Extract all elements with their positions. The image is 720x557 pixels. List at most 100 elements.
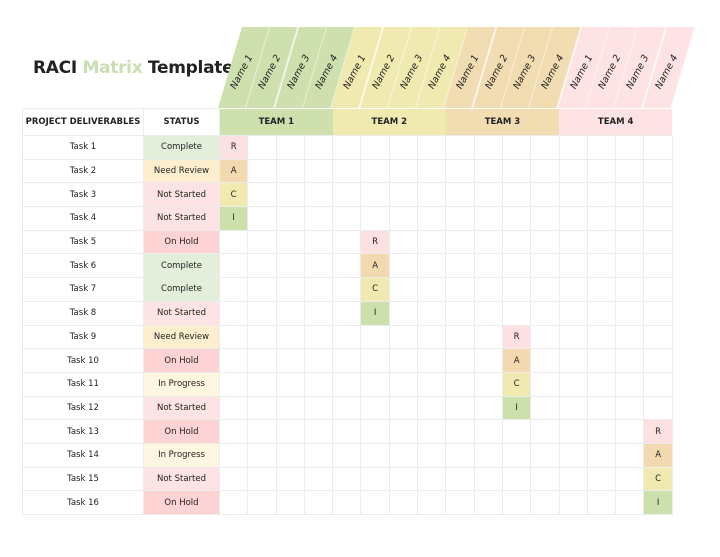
task-cell[interactable]: Task 2 [22,158,144,184]
task-cell[interactable]: Task 7 [22,277,144,302]
task-cell[interactable]: Task 6 [22,253,144,279]
task-cell[interactable]: Task 11 [22,371,144,397]
raci-cell[interactable] [643,135,673,160]
raci-cell[interactable] [360,348,390,373]
raci-cell[interactable] [643,182,673,208]
raci-cell[interactable] [275,419,305,444]
raci-cell[interactable]: I [501,395,532,421]
raci-cell[interactable] [558,277,588,302]
raci-cell[interactable] [473,348,503,373]
raci-cell[interactable] [275,182,305,208]
status-cell[interactable]: On Hold [143,490,220,515]
raci-cell[interactable] [530,135,560,160]
raci-cell[interactable] [388,442,419,468]
raci-cell[interactable] [445,253,475,279]
raci-cell[interactable] [530,395,560,421]
raci-cell[interactable] [558,395,588,421]
raci-cell[interactable] [360,324,390,350]
raci-cell[interactable] [303,371,334,397]
status-cell[interactable]: Complete [143,253,220,279]
raci-cell[interactable] [501,419,532,444]
raci-cell[interactable] [530,324,560,350]
raci-cell[interactable] [445,182,475,208]
raci-cell[interactable] [303,395,334,421]
raci-cell[interactable] [303,158,334,184]
raci-cell[interactable] [501,300,532,326]
status-cell[interactable]: In Progress [143,371,220,397]
raci-cell[interactable] [501,229,532,255]
raci-cell[interactable] [417,277,447,302]
raci-cell[interactable] [530,490,560,515]
status-cell[interactable]: On Hold [143,419,220,444]
raci-cell[interactable] [332,206,362,231]
raci-cell[interactable] [247,300,277,326]
status-cell[interactable]: Not Started [143,466,220,492]
raci-cell[interactable] [615,182,645,208]
raci-cell[interactable] [643,395,673,421]
raci-cell[interactable] [360,490,390,515]
raci-cell[interactable] [417,206,447,231]
raci-cell[interactable] [360,466,390,492]
raci-cell[interactable] [332,371,362,397]
raci-cell[interactable] [445,442,475,468]
raci-cell[interactable] [303,419,334,444]
raci-cell[interactable] [558,490,588,515]
raci-cell[interactable]: C [360,277,390,302]
raci-cell[interactable] [558,300,588,326]
raci-cell[interactable] [417,300,447,326]
raci-cell[interactable] [218,324,249,350]
raci-cell[interactable] [417,253,447,279]
raci-cell[interactable] [332,135,362,160]
raci-cell[interactable] [247,158,277,184]
raci-cell[interactable] [530,277,560,302]
raci-cell[interactable] [360,371,390,397]
raci-cell[interactable] [303,135,334,160]
raci-cell[interactable] [558,348,588,373]
raci-cell[interactable] [473,277,503,302]
raci-cell[interactable] [388,371,419,397]
raci-cell[interactable] [558,371,588,397]
task-cell[interactable]: Task 1 [22,135,144,160]
raci-cell[interactable] [275,135,305,160]
raci-cell[interactable] [445,206,475,231]
raci-cell[interactable] [445,348,475,373]
raci-cell[interactable]: R [501,324,532,350]
raci-cell[interactable] [275,490,305,515]
raci-cell[interactable] [586,277,617,302]
raci-cell[interactable] [388,158,419,184]
raci-cell[interactable] [643,277,673,302]
raci-cell[interactable] [586,419,617,444]
raci-cell[interactable] [275,253,305,279]
raci-cell[interactable] [388,206,419,231]
raci-cell[interactable] [218,371,249,397]
raci-cell[interactable] [303,300,334,326]
raci-cell[interactable] [417,419,447,444]
raci-cell[interactable] [445,371,475,397]
raci-cell[interactable] [615,253,645,279]
raci-cell[interactable] [586,300,617,326]
task-cell[interactable]: Task 13 [22,419,144,444]
raci-cell[interactable] [586,371,617,397]
raci-cell[interactable] [247,206,277,231]
raci-cell[interactable] [501,253,532,279]
raci-cell[interactable] [615,371,645,397]
raci-cell[interactable] [360,419,390,444]
raci-cell[interactable] [643,348,673,373]
task-cell[interactable]: Task 10 [22,348,144,373]
raci-cell[interactable] [303,348,334,373]
raci-cell[interactable] [275,158,305,184]
raci-cell[interactable] [275,277,305,302]
raci-cell[interactable] [615,300,645,326]
raci-cell[interactable] [473,135,503,160]
raci-cell[interactable] [332,229,362,255]
raci-cell[interactable] [332,277,362,302]
raci-cell[interactable] [417,395,447,421]
raci-cell[interactable] [247,419,277,444]
raci-cell[interactable] [332,466,362,492]
raci-cell[interactable] [615,348,645,373]
status-cell[interactable]: On Hold [143,229,220,255]
status-cell[interactable]: Not Started [143,182,220,208]
raci-cell[interactable]: R [643,419,673,444]
raci-cell[interactable] [586,324,617,350]
raci-cell[interactable] [247,182,277,208]
